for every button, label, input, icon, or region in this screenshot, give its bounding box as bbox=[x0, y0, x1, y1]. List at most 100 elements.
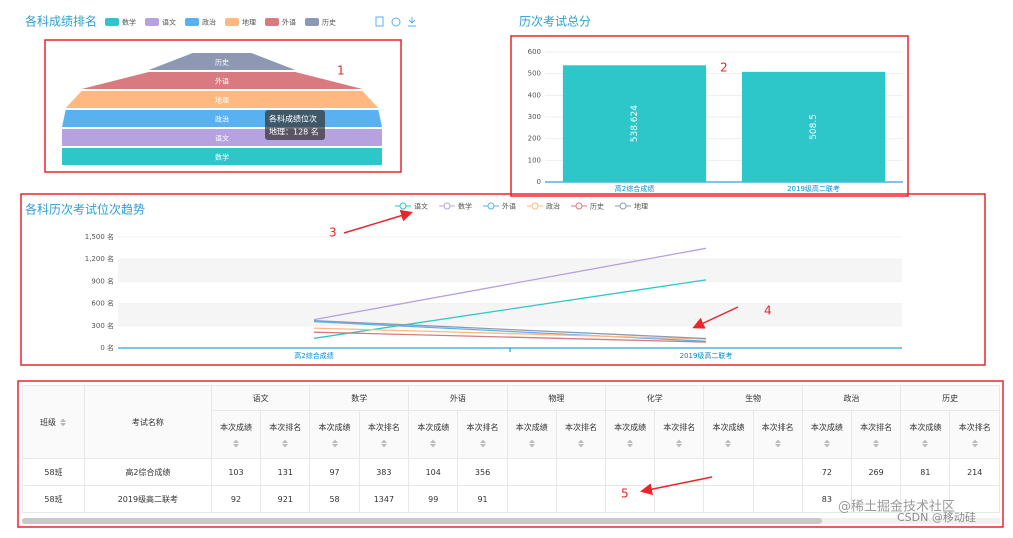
sort-arrows[interactable] bbox=[577, 439, 584, 447]
legend-label: 数学 bbox=[458, 202, 472, 211]
sort-arrows[interactable] bbox=[627, 439, 634, 447]
sort-icon[interactable] bbox=[724, 439, 732, 448]
sort-arrows[interactable] bbox=[331, 439, 338, 447]
sort-arrows[interactable] bbox=[59, 418, 66, 426]
sort-icon[interactable] bbox=[331, 439, 339, 448]
table-cell: 921 bbox=[260, 485, 311, 513]
sort-icon[interactable] bbox=[380, 439, 388, 448]
x-tick-label: 2019级高二联考 bbox=[787, 184, 840, 193]
sort-icon[interactable] bbox=[626, 439, 634, 448]
table-cell: 81 bbox=[900, 458, 951, 486]
sort-arrows[interactable] bbox=[232, 439, 239, 447]
cell-text: 本次成绩 bbox=[318, 422, 351, 432]
cell-text: 104 bbox=[425, 467, 441, 477]
sort-arrows[interactable] bbox=[971, 439, 978, 447]
legend-label: 地理 bbox=[242, 18, 256, 27]
scroll-thumb[interactable] bbox=[22, 518, 822, 524]
subheader-cell[interactable]: 本次排名 bbox=[260, 410, 311, 459]
subheader-cell[interactable]: 本次排名 bbox=[654, 410, 705, 459]
sort-arrows[interactable] bbox=[282, 439, 289, 447]
y-tick-label: 600 名 bbox=[91, 299, 114, 308]
sort-icon[interactable] bbox=[528, 439, 536, 448]
cell-text: 1347 bbox=[373, 494, 395, 504]
icon-restore[interactable] bbox=[391, 17, 401, 27]
funnel-title: 各科成绩排名 bbox=[25, 14, 97, 29]
sort-icon[interactable] bbox=[429, 439, 437, 448]
sort-arrows[interactable] bbox=[479, 439, 486, 447]
sort-icon[interactable] bbox=[921, 439, 929, 448]
sort-icon[interactable] bbox=[872, 439, 880, 448]
sort-icon[interactable] bbox=[59, 418, 67, 427]
grid-band bbox=[118, 303, 902, 326]
subheader-cell[interactable]: 本次成绩 bbox=[605, 410, 656, 459]
cell-text: 83 bbox=[821, 494, 832, 504]
y-tick-label: 200 bbox=[528, 135, 541, 143]
sort-arrows[interactable] bbox=[725, 439, 732, 447]
sort-icon[interactable] bbox=[281, 439, 289, 448]
sort-arrows[interactable] bbox=[774, 439, 781, 447]
subheader-cell[interactable]: 本次成绩 bbox=[506, 410, 557, 459]
funnel-label: 数学 bbox=[215, 153, 229, 162]
cell-text: 本次排名 bbox=[466, 422, 499, 432]
sort-icon[interactable] bbox=[675, 439, 683, 448]
table-cell bbox=[605, 458, 656, 486]
legend-dot bbox=[575, 202, 583, 210]
subheader-cell[interactable]: 本次排名 bbox=[949, 410, 1000, 459]
table-cell bbox=[752, 485, 803, 513]
score-table: 班级 考试名称 语文 数学 外语 物理 化学 生物 政治 历史 本次成绩 本次排名 本次成绩 本次排名 本次… bbox=[22, 385, 1000, 513]
legend-dot bbox=[443, 202, 451, 210]
funnel-label: 地理 bbox=[215, 96, 229, 105]
sort-icon[interactable] bbox=[971, 439, 979, 448]
subheader-cell[interactable]: 本次成绩 bbox=[408, 410, 459, 459]
icon-data-view[interactable] bbox=[375, 16, 384, 27]
y-tick-label: 0 名 bbox=[100, 343, 114, 352]
table-cell bbox=[555, 485, 607, 513]
subheader-cell[interactable]: 本次排名 bbox=[457, 410, 508, 459]
subheader-cell[interactable]: 本次成绩 bbox=[703, 410, 754, 459]
table-row: 班级 考试名称 语文 数学 外语 物理 化学 生物 政治 历史 bbox=[22, 385, 1000, 459]
toolbox[interactable] bbox=[375, 16, 416, 27]
cell-text: 化学 bbox=[646, 393, 663, 403]
header-cell: 政治 bbox=[801, 385, 902, 411]
header-cell[interactable]: 班级 bbox=[22, 385, 85, 459]
cell-text: 数学 bbox=[351, 393, 368, 403]
sort-arrows[interactable] bbox=[430, 439, 437, 447]
sort-arrows[interactable] bbox=[380, 439, 387, 447]
subheader-cell[interactable]: 本次成绩 bbox=[210, 410, 262, 459]
subheader-cell[interactable]: 本次成绩 bbox=[801, 410, 852, 459]
scrollbar[interactable] bbox=[22, 518, 1000, 524]
subheader-cell[interactable]: 本次成绩 bbox=[900, 410, 951, 459]
cell-text: 58班 bbox=[44, 467, 63, 477]
sort-arrows[interactable] bbox=[922, 439, 929, 447]
sort-arrows[interactable] bbox=[676, 439, 683, 447]
subheader-cell[interactable]: 本次排名 bbox=[555, 410, 607, 459]
funnel-label: 政治 bbox=[215, 115, 229, 124]
subheader-cell[interactable]: 本次排名 bbox=[358, 410, 410, 459]
sort-icon[interactable] bbox=[774, 439, 782, 448]
y-tick-label: 400 bbox=[528, 91, 541, 99]
sort-icon[interactable] bbox=[479, 439, 487, 448]
sort-icon[interactable] bbox=[232, 439, 240, 448]
funnel-label: 语文 bbox=[215, 134, 229, 143]
cell-text: 本次成绩 bbox=[417, 422, 450, 432]
sort-icon[interactable] bbox=[823, 439, 831, 448]
cell-text: 考试名称 bbox=[131, 417, 164, 427]
sort-arrows[interactable] bbox=[823, 439, 830, 447]
subheader-cell[interactable]: 本次排名 bbox=[850, 410, 902, 459]
subheader-cell[interactable]: 本次成绩 bbox=[309, 410, 360, 459]
y-tick-label: 300 名 bbox=[91, 321, 114, 330]
legend-swatch bbox=[145, 18, 159, 26]
y-tick-label: 1,200 名 bbox=[85, 254, 114, 263]
table-cell: 99 bbox=[408, 485, 459, 513]
cell-text: 214 bbox=[967, 467, 983, 477]
table-cell: 97 bbox=[309, 458, 360, 486]
sort-arrows[interactable] bbox=[528, 439, 535, 447]
subheader-cell[interactable]: 本次排名 bbox=[752, 410, 803, 459]
cell-text: 历史 bbox=[942, 393, 959, 403]
sort-arrows[interactable] bbox=[873, 439, 880, 447]
y-tick-label: 100 bbox=[528, 156, 541, 164]
icon-download[interactable] bbox=[408, 17, 416, 27]
legend-label: 历史 bbox=[322, 18, 336, 27]
legend-swatch bbox=[185, 18, 199, 26]
sort-icon[interactable] bbox=[577, 439, 585, 448]
